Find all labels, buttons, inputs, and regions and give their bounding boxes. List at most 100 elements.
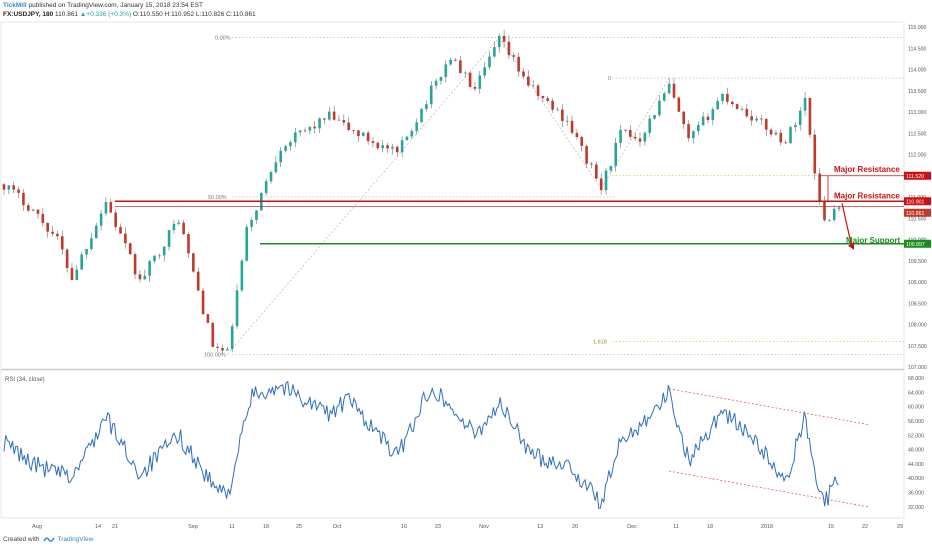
candle-body: [575, 132, 579, 138]
candle-body: [318, 118, 321, 129]
candle-body: [832, 208, 836, 220]
rsi-tick-label: 48.000: [908, 448, 924, 454]
candle-body: [109, 202, 113, 213]
candle-body: [250, 219, 253, 227]
candle-body: [415, 122, 418, 131]
candle-body: [366, 132, 370, 142]
candle-body: [425, 104, 428, 110]
level-price-tag: [904, 171, 931, 180]
candle-body: [726, 93, 729, 102]
rsi-axis[interactable]: 68.000 64.000 60.000 56.000 52.000 48.000 44.0…: [908, 376, 924, 511]
candle-body: [682, 111, 685, 125]
candle-body: [182, 222, 185, 235]
tradingview-brand[interactable]: TradingView: [57, 536, 94, 543]
rsi-tick-label: 64.000: [908, 390, 924, 396]
candle-body: [347, 122, 351, 131]
candle-body: [662, 93, 666, 101]
candle-body: [327, 111, 331, 120]
time-tick-label: 13: [537, 524, 543, 530]
candle-body: [391, 146, 394, 149]
rsi-series: [3, 380, 869, 509]
candle-body: [667, 83, 671, 94]
candle-body: [706, 116, 710, 121]
candle-body: [308, 126, 312, 131]
candle-body: [172, 223, 176, 231]
candle-body: [245, 226, 249, 261]
rsi-line: [3, 380, 839, 509]
candle-body: [517, 56, 520, 72]
candle-body: [133, 254, 137, 275]
price-tick-label: 108.500: [908, 301, 927, 307]
candle-body: [221, 347, 224, 351]
price-tick-label: 110.500: [908, 216, 926, 222]
candle-body: [750, 116, 753, 121]
candle-body: [590, 163, 593, 165]
publish-info: published on TradingView.com, January 15…: [28, 2, 203, 9]
candle-body: [585, 145, 588, 164]
candle-body: [255, 210, 258, 220]
candle-body: [580, 137, 584, 146]
candle-body: [541, 96, 545, 99]
candle-body: [556, 109, 559, 111]
level-label: Major Support: [846, 236, 901, 245]
price-tick-label: 113.500: [908, 89, 926, 95]
time-tick-label: Nov: [479, 524, 489, 530]
candle-body: [405, 136, 409, 141]
time-axis[interactable]: Aug 14 21 Sep 11 18 25 Oct 16 23 Nov 13 20 Dec 11 18 201…: [32, 524, 903, 530]
candle-body: [711, 109, 715, 121]
candle-body: [371, 141, 375, 143]
author-link[interactable]: TickMill: [3, 2, 27, 9]
candle-body: [90, 238, 93, 249]
candle-body: [216, 346, 219, 348]
candle-body: [41, 213, 45, 223]
candle-body: [551, 100, 554, 110]
fib-level-label: 0.00%: [215, 36, 231, 42]
footer: Created with TradingView: [3, 536, 93, 543]
time-tick-label: 11: [673, 524, 679, 530]
rsi-panel[interactable]: [0, 369, 905, 519]
candle-body: [837, 207, 841, 209]
candle-body: [400, 140, 404, 153]
candle-body: [22, 192, 25, 206]
candle-body: [624, 129, 627, 131]
price-panel[interactable]: [0, 21, 905, 370]
candle-body: [226, 349, 229, 351]
candle-body: [463, 72, 467, 74]
price-tick-label: 113.000: [908, 110, 926, 116]
candle-body: [36, 209, 40, 214]
candle-body: [162, 246, 166, 256]
projection-arrow-line: [841, 203, 853, 248]
price-tick-label: 109.000: [908, 280, 927, 286]
price-tick-label: 108.000: [908, 323, 927, 329]
rsi-tick-label: 32.000: [908, 505, 924, 511]
candle-body: [289, 142, 292, 147]
candle-body: [429, 85, 433, 105]
time-tick-label: 23: [435, 524, 441, 530]
level-price-text: 110.901: [906, 199, 924, 205]
price-tick-label: 112.000: [908, 153, 926, 159]
candle-body: [138, 274, 142, 280]
candle-body: [434, 80, 438, 86]
candle-body: [114, 212, 117, 227]
support-resistance-levels: Major Resistance 111.520 Major Resistance 1…: [115, 165, 931, 250]
candle-body: [352, 130, 355, 131]
candle-body: [119, 226, 122, 234]
projection-arrowhead-icon: [848, 242, 854, 250]
candle-body: [794, 125, 797, 128]
candle-body: [502, 35, 506, 42]
candle-body: [701, 116, 705, 125]
candle-body: [735, 104, 739, 109]
candle-body: [614, 142, 618, 166]
candle-body: [177, 222, 181, 224]
candle-body: [17, 189, 20, 193]
candle-body: [468, 72, 472, 87]
candle-body: [128, 243, 132, 255]
candle-body: [56, 233, 59, 237]
candle-body: [493, 47, 496, 57]
candle-body: [609, 165, 613, 171]
level-price-tag: [904, 239, 931, 248]
symbol-label[interactable]: FX:USDJPY, 180: [3, 11, 54, 18]
time-tick-label: 2018: [761, 524, 773, 530]
candle-body: [143, 275, 147, 280]
